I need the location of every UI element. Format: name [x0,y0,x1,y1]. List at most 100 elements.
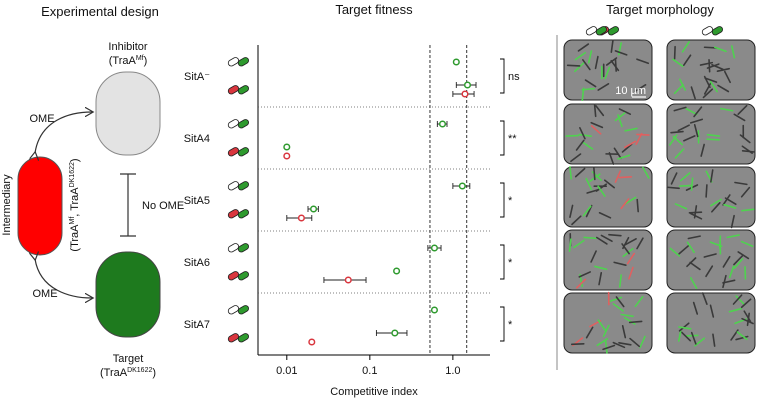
cell [617,114,623,128]
significance-bracket [500,244,505,280]
cell [678,184,693,187]
cell [613,261,627,266]
point [461,90,469,98]
strain-icon [701,26,713,36]
cell [590,121,604,129]
cell [575,139,585,151]
significance-label: * [508,195,513,207]
superscript: Mf [136,55,144,62]
cell [584,79,597,88]
strain-icon [237,85,249,95]
cell [673,83,684,95]
cell [689,212,703,220]
chart-title: Target fitness [335,2,413,17]
cell [624,196,637,205]
cell [689,277,698,290]
strain-icon [227,119,239,129]
cell [620,313,634,318]
strain-icon [595,26,607,36]
cell [702,88,714,99]
cell [693,106,703,118]
superscript: Mf [69,217,76,225]
text: (TraA [100,367,128,379]
cell [598,272,603,286]
cell [614,58,617,72]
cell [734,181,748,186]
cell [740,186,751,198]
cell [614,112,626,122]
cell [686,257,697,268]
cell [693,124,699,138]
point [297,214,305,222]
cell [596,337,609,347]
category-label: SitA5 [184,195,210,207]
point [452,58,460,66]
strain-icon [585,26,597,36]
cell [735,295,746,306]
strain-icon [227,305,239,315]
cell [634,84,647,93]
cell [705,265,714,278]
cell [711,202,721,213]
cell [598,211,612,219]
cell [678,245,689,255]
cell [571,215,582,226]
cell [737,104,748,116]
cell [741,150,756,153]
cell [720,107,734,112]
strain-icon [237,181,249,191]
cell [617,154,631,160]
strain-icon [237,271,249,281]
point [430,306,438,314]
category-label: SitA4 [184,133,210,145]
cell [694,337,706,347]
cell [568,238,572,252]
strain-icon [227,271,239,281]
micrograph [563,103,653,165]
cell [574,62,585,73]
cell [722,279,736,284]
cell [706,133,721,137]
cell [636,58,650,65]
cell [620,198,630,210]
cell [735,335,749,341]
cell [585,177,593,191]
cell [636,198,639,213]
cell [569,204,574,218]
cell [678,326,692,330]
cell [692,301,699,315]
cell [722,274,727,289]
inhibitor-label: Inhibitor [108,41,147,53]
text: (TraA [109,55,137,67]
panel-title: Target morphology [606,2,714,17]
cell [614,170,622,183]
cell [701,292,708,305]
cell [722,194,731,206]
cell [712,333,716,347]
intermediary-protein: (TraAMf, TraADK1622) [69,158,81,251]
significance-bracket [500,58,505,94]
cell [683,135,696,142]
scale-bar-label: 10 µm [615,85,646,97]
text: ) [144,55,148,67]
significance-bracket [500,120,505,156]
cell [710,198,722,207]
cell [688,211,703,214]
x-tick-label: 0.1 [362,365,377,377]
cell [578,133,592,137]
cell [566,64,581,67]
strain-icon [227,181,239,191]
cell [730,214,735,229]
cell [574,167,586,178]
cell [726,234,740,239]
category-label: SitA7 [184,319,210,331]
cell [582,59,591,71]
cell [722,255,731,268]
point [283,152,291,160]
cell [623,316,636,325]
strain-icon [227,147,239,157]
point [430,244,438,252]
text: ) [69,158,81,162]
text: , TraA [69,187,81,217]
cell [746,312,750,327]
